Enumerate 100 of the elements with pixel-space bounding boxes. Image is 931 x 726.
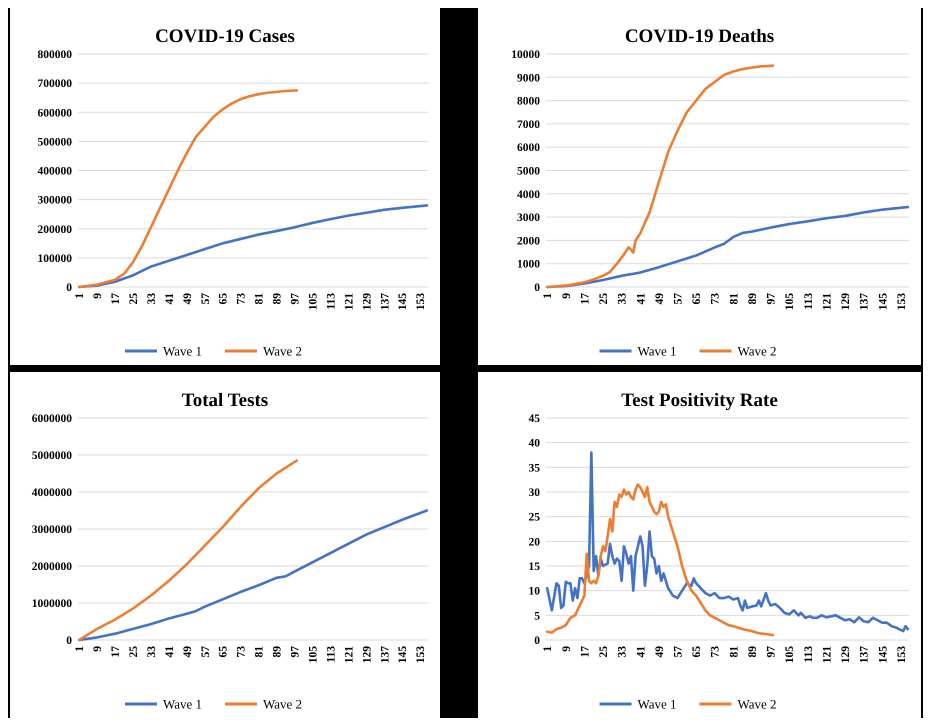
y-tick-label: 10000 bbox=[511, 49, 540, 62]
x-tick-label: 25 bbox=[128, 646, 140, 658]
x-tick-label: 105 bbox=[784, 646, 796, 664]
x-tick-label: 145 bbox=[877, 292, 890, 310]
x-tick-label: 153 bbox=[896, 292, 908, 310]
x-tick-label: 73 bbox=[236, 646, 248, 658]
x-tick-label: 137 bbox=[379, 646, 392, 664]
x-tick-label: 57 bbox=[672, 646, 684, 658]
y-tick-label: 9000 bbox=[517, 72, 540, 84]
x-tick-label: 121 bbox=[343, 646, 356, 664]
x-tick-label: 129 bbox=[840, 646, 852, 664]
y-tick-label: 800000 bbox=[38, 49, 72, 62]
y-tick-label: 2000000 bbox=[32, 561, 72, 574]
y-tick-label: 45 bbox=[528, 413, 540, 426]
y-tick-label: 8000 bbox=[517, 96, 540, 108]
y-tick-label: 2000 bbox=[517, 235, 540, 248]
x-tick-label: 17 bbox=[110, 646, 122, 658]
y-tick-label: 400000 bbox=[38, 166, 72, 178]
y-tick-label: 600000 bbox=[38, 107, 72, 120]
x-tick-label: 97 bbox=[766, 646, 778, 658]
y-tick-label: 7000 bbox=[517, 118, 540, 131]
line-series bbox=[546, 483, 774, 636]
line-series bbox=[546, 451, 910, 632]
x-tick-label: 97 bbox=[766, 292, 778, 304]
x-tick-label: 121 bbox=[343, 292, 356, 310]
line-series bbox=[78, 89, 298, 288]
line-series bbox=[546, 64, 774, 288]
y-tick-label: 15 bbox=[528, 561, 540, 574]
x-tick-label: 9 bbox=[560, 646, 573, 652]
y-tick-label: 40 bbox=[528, 438, 540, 450]
x-tick-label: 89 bbox=[272, 292, 284, 304]
line-series bbox=[78, 509, 428, 642]
y-tick-label: 700000 bbox=[38, 78, 72, 90]
y-tick-label: 1000000 bbox=[32, 598, 72, 610]
x-tick-label: 65 bbox=[218, 646, 230, 658]
x-tick-label: 41 bbox=[164, 292, 176, 304]
legend-label: Wave 1 bbox=[638, 696, 677, 712]
y-tick-label: 1000 bbox=[517, 258, 540, 271]
x-tick-label: 9 bbox=[560, 292, 573, 299]
x-tick-label: 81 bbox=[728, 646, 740, 658]
x-tick-label: 33 bbox=[146, 646, 158, 658]
x-tick-label: 41 bbox=[635, 292, 648, 304]
legend-label: Wave 1 bbox=[638, 344, 677, 359]
x-tick-label: 81 bbox=[254, 646, 266, 658]
x-tick-label: 89 bbox=[272, 646, 284, 658]
x-tick-label: 1 bbox=[542, 292, 554, 299]
y-tick-label: 5 bbox=[534, 610, 540, 622]
y-tick-label: 200000 bbox=[38, 224, 72, 236]
y-tick-label: 3000000 bbox=[32, 524, 72, 536]
x-tick-label: 81 bbox=[728, 292, 740, 304]
x-tick-label: 1 bbox=[74, 292, 86, 299]
y-tick-label: 10 bbox=[528, 586, 540, 598]
x-tick-label: 17 bbox=[110, 292, 122, 304]
y-tick-label: 6000000 bbox=[32, 413, 72, 426]
legend-label: Wave 2 bbox=[738, 696, 777, 712]
x-tick-label: 65 bbox=[691, 292, 704, 304]
x-tick-label: 1 bbox=[74, 646, 86, 652]
x-tick-label: 57 bbox=[672, 292, 684, 304]
x-tick-label: 57 bbox=[200, 646, 212, 658]
legend-label: Wave 1 bbox=[163, 696, 202, 712]
x-tick-label: 25 bbox=[598, 646, 610, 658]
x-tick-label: 97 bbox=[290, 292, 302, 304]
y-tick-label: 3000 bbox=[517, 212, 540, 224]
y-tick-label: 100000 bbox=[38, 252, 72, 265]
x-tick-label: 89 bbox=[746, 292, 759, 304]
x-tick-label: 145 bbox=[397, 292, 410, 310]
x-tick-label: 129 bbox=[361, 292, 374, 310]
y-tick-label: 0 bbox=[66, 635, 72, 648]
legend-label: Wave 2 bbox=[738, 344, 777, 359]
x-tick-label: 89 bbox=[746, 646, 759, 658]
x-tick-label: 113 bbox=[802, 646, 815, 663]
x-tick-label: 113 bbox=[325, 292, 338, 310]
y-tick-label: 4000 bbox=[517, 188, 540, 201]
y-tick-label: 5000 bbox=[517, 166, 540, 178]
y-tick-label: 35 bbox=[528, 462, 540, 474]
x-tick-label: 9 bbox=[92, 292, 104, 299]
x-tick-label: 129 bbox=[361, 646, 374, 664]
x-tick-label: 9 bbox=[92, 646, 104, 652]
x-tick-label: 41 bbox=[635, 646, 648, 658]
y-tick-label: 500000 bbox=[38, 136, 72, 148]
x-tick-label: 49 bbox=[182, 646, 194, 658]
x-tick-label: 105 bbox=[307, 646, 320, 664]
x-tick-label: 153 bbox=[896, 646, 908, 664]
x-tick-label: 33 bbox=[616, 292, 629, 304]
x-tick-label: 73 bbox=[710, 646, 722, 658]
x-tick-label: 145 bbox=[877, 646, 890, 664]
y-tick-label: 6000 bbox=[517, 142, 540, 154]
y-tick-label: 25 bbox=[528, 512, 540, 524]
x-tick-label: 33 bbox=[616, 646, 629, 658]
chart-title: Test Positivity Rate bbox=[621, 390, 778, 411]
x-tick-label: 113 bbox=[325, 646, 338, 663]
x-tick-label: 65 bbox=[691, 646, 704, 658]
chart-title: Total Tests bbox=[182, 390, 268, 411]
y-tick-label: 0 bbox=[66, 282, 72, 294]
x-tick-label: 153 bbox=[415, 292, 428, 310]
x-tick-label: 25 bbox=[128, 292, 140, 304]
x-tick-label: 41 bbox=[164, 646, 176, 658]
x-tick-label: 49 bbox=[654, 646, 666, 658]
x-tick-label: 73 bbox=[710, 292, 722, 304]
chart-title: COVID-19 Cases bbox=[155, 26, 295, 47]
